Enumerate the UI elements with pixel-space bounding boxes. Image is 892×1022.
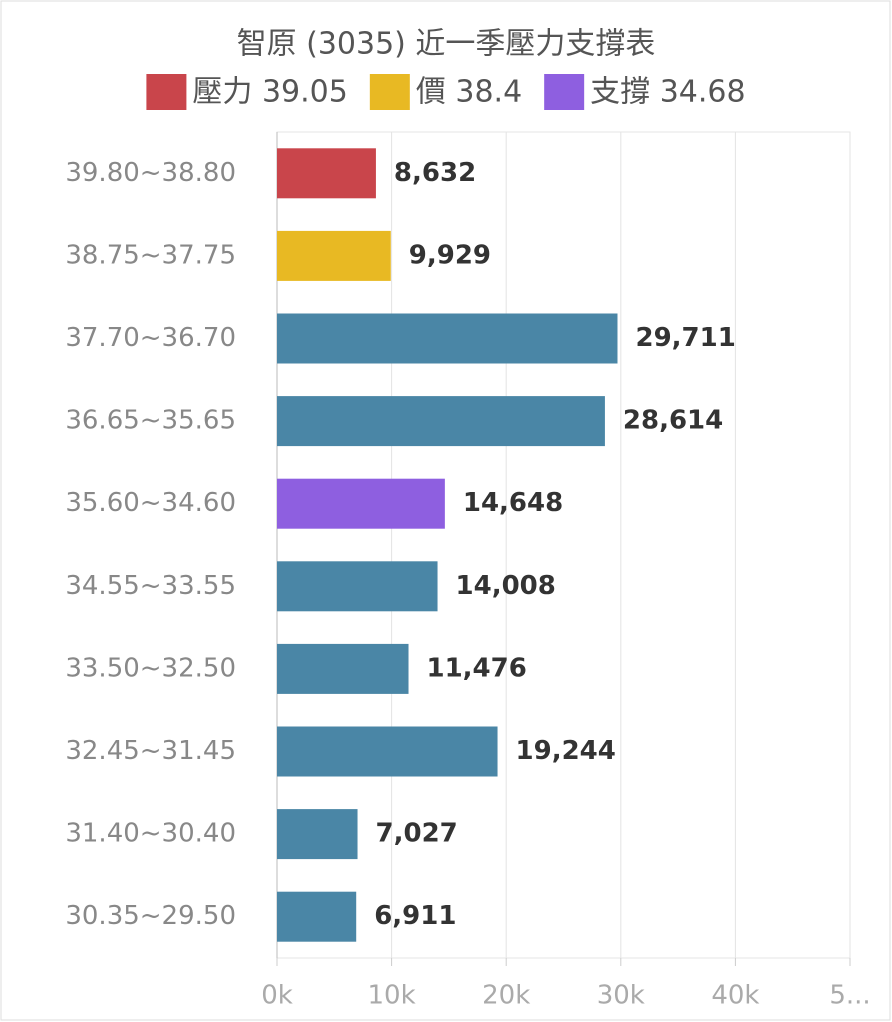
legend-label: 價 38.4: [416, 75, 522, 110]
chart-title: 智原 (3035) 近一季壓力支撐表: [237, 27, 656, 62]
y-tick-label: 33.50~32.50: [65, 653, 236, 683]
value-label: 28,614: [623, 406, 723, 436]
y-tick-label: 31.40~30.40: [65, 819, 236, 849]
bar: [277, 726, 498, 777]
y-tick-label: 34.55~33.55: [65, 571, 236, 601]
bar: [277, 809, 358, 860]
bar: [277, 561, 438, 612]
value-label: 6,911: [374, 901, 456, 931]
legend-label: 壓力 39.05: [192, 75, 347, 110]
x-tick-label: 0k: [261, 981, 293, 1011]
legend-swatch: [146, 74, 187, 110]
value-label: 7,027: [376, 819, 458, 849]
bar: [277, 478, 445, 529]
bar: [277, 643, 409, 694]
x-tick-label: 40k: [711, 981, 759, 1011]
value-label: 19,244: [516, 736, 616, 766]
value-label: 14,008: [456, 571, 556, 601]
y-tick-label: 35.60~34.60: [65, 488, 236, 518]
bar: [277, 396, 605, 447]
y-tick-label: 38.75~37.75: [65, 240, 236, 270]
x-tick-label: 20k: [482, 981, 530, 1011]
legend-swatch: [544, 74, 585, 110]
y-tick-label: 36.65~35.65: [65, 406, 236, 436]
x-tick-label: 10k: [368, 981, 416, 1011]
value-label: 29,711: [635, 323, 735, 353]
bar: [277, 891, 357, 942]
value-label: 9,929: [409, 240, 491, 270]
bar: [277, 313, 618, 364]
value-label: 8,632: [394, 158, 476, 188]
y-tick-label: 30.35~29.50: [65, 901, 236, 931]
y-tick-label: 39.80~38.80: [65, 158, 236, 188]
x-tick-label: 5...: [829, 981, 870, 1011]
legend-label: 支撐 34.68: [590, 75, 745, 110]
x-tick-label: 30k: [597, 981, 645, 1011]
bar: [277, 230, 391, 281]
value-label: 11,476: [427, 653, 527, 683]
bar: [277, 148, 376, 199]
value-label: 14,648: [463, 488, 563, 518]
y-tick-label: 37.70~36.70: [65, 323, 236, 353]
y-tick-label: 32.45~31.45: [65, 736, 236, 766]
legend-swatch: [369, 74, 410, 110]
